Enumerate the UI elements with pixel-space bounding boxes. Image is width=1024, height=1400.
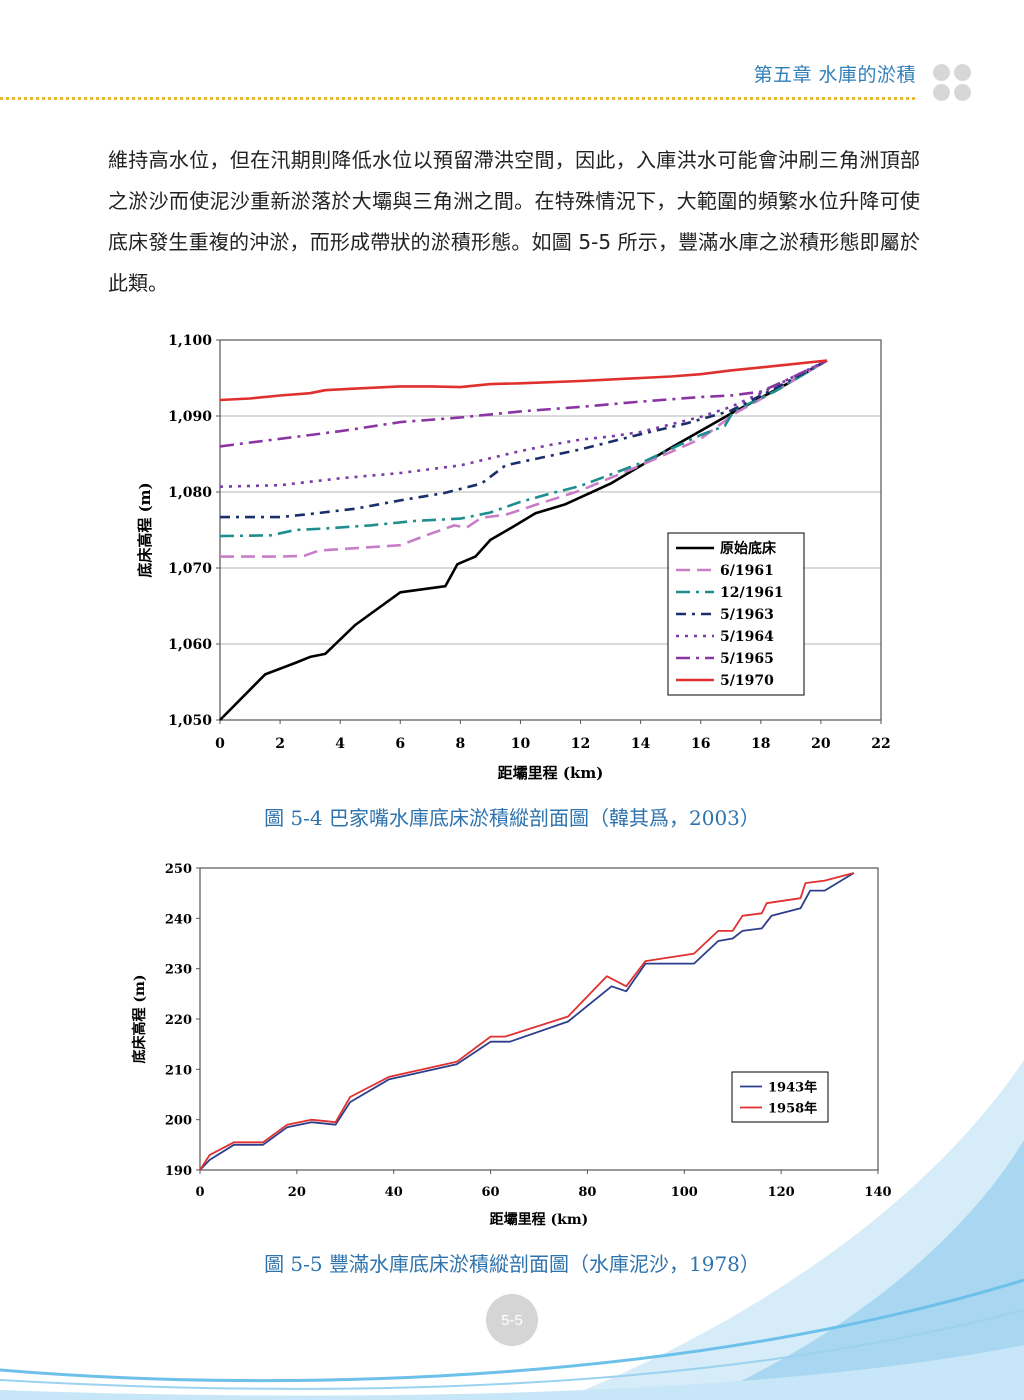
legend-box xyxy=(667,532,805,696)
figure-caption-5-4: 圖 5-4 巴家嘴水庫底床淤積縱剖面圖（韓其爲，2003） xyxy=(264,806,760,830)
legend-box xyxy=(731,1071,829,1123)
x-tick-label: 8 xyxy=(455,736,465,752)
x-axis-label: 距壩里程 (km) xyxy=(498,764,604,782)
legend-label: 5/1964 xyxy=(720,629,774,645)
legend-label: 5/1963 xyxy=(720,607,774,623)
series-line-4 xyxy=(220,359,828,519)
plot-frame xyxy=(219,339,882,721)
series-line-5 xyxy=(219,359,828,488)
y-axis-label: 底床高程 (m) xyxy=(136,482,154,577)
x-tick-label: 80 xyxy=(578,1185,596,1200)
figure-caption-5-5: 圖 5-5 豐滿水庫底床淤積縱剖面圖（水庫泥沙，1978） xyxy=(264,1252,760,1276)
y-axis-label: 底床高程 (m) xyxy=(131,975,148,1064)
y-tick-label: 1,090 xyxy=(168,409,212,425)
x-tick-label: 16 xyxy=(691,736,710,752)
series-line-2 xyxy=(220,359,828,558)
series-line-6 xyxy=(219,359,828,448)
y-tick-label: 230 xyxy=(165,963,192,978)
y-tick-label: 220 xyxy=(165,1013,192,1028)
y-tick-label: 1,050 xyxy=(168,713,212,729)
header-dots-icon xyxy=(933,64,973,104)
y-tick-label: 1,100 xyxy=(168,333,212,349)
x-tick-label: 20 xyxy=(288,1185,306,1200)
x-tick-label: 18 xyxy=(751,736,770,752)
x-tick-label: 0 xyxy=(195,1185,204,1200)
y-tick-label: 240 xyxy=(165,912,192,927)
x-tick-label: 60 xyxy=(482,1185,500,1200)
header-rule xyxy=(0,97,915,100)
x-tick-label: 6 xyxy=(395,736,405,752)
x-tick-label: 40 xyxy=(385,1185,403,1200)
x-tick-label: 100 xyxy=(671,1185,698,1200)
legend-label: 原始底床 xyxy=(720,540,777,557)
x-tick-label: 120 xyxy=(768,1185,795,1200)
legend-label: 5/1965 xyxy=(720,651,774,667)
y-tick-label: 1,080 xyxy=(168,485,212,501)
x-tick-label: 2 xyxy=(275,736,285,752)
x-axis-label: 距壩里程 (km) xyxy=(490,1212,589,1228)
y-tick-label: 1,070 xyxy=(168,561,212,577)
chapter-title: 第五章 水庫的淤積 xyxy=(753,64,916,86)
series-line-1 xyxy=(199,872,855,1171)
x-tick-label: 22 xyxy=(871,736,890,752)
x-tick-label: 20 xyxy=(811,736,831,752)
x-tick-label: 10 xyxy=(511,736,531,752)
x-tick-label: 140 xyxy=(864,1185,891,1200)
series-line-2 xyxy=(199,872,855,1171)
x-tick-label: 14 xyxy=(631,736,651,752)
legend-label: 5/1970 xyxy=(720,673,774,689)
body-paragraph: 維持高水位，但在汛期則降低水位以預留滯洪空間，因此，入庫洪水可能會沖刷三角洲頂部… xyxy=(108,148,920,295)
legend-label: 6/1961 xyxy=(720,563,774,579)
y-tick-label: 250 xyxy=(165,862,192,877)
legend-label: 1943年 xyxy=(768,1080,817,1096)
chart-bajiazui: 1,050 1,060 1,070 1,080 1,090 1,100 0 2 4 6 8 10 12 1… xyxy=(136,333,891,782)
series-line-7 xyxy=(219,359,828,402)
y-tick-label: 190 xyxy=(165,1164,192,1179)
x-tick-label: 4 xyxy=(335,736,345,752)
legend-label: 1958年 xyxy=(768,1101,817,1117)
x-tick-label: 0 xyxy=(215,736,225,752)
y-tick-label: 210 xyxy=(165,1063,192,1078)
y-tick-label: 200 xyxy=(165,1114,192,1129)
series-line-3 xyxy=(219,359,828,538)
y-tick-label: 1,060 xyxy=(168,637,212,653)
legend-label: 12/1961 xyxy=(720,585,784,601)
x-tick-label: 12 xyxy=(571,736,590,752)
chart-fengman: 190 200 210 220 230 240 250 0 20 40 60 80 100 120 140 距… xyxy=(131,862,892,1228)
page-number: 5-5 xyxy=(486,1294,538,1346)
